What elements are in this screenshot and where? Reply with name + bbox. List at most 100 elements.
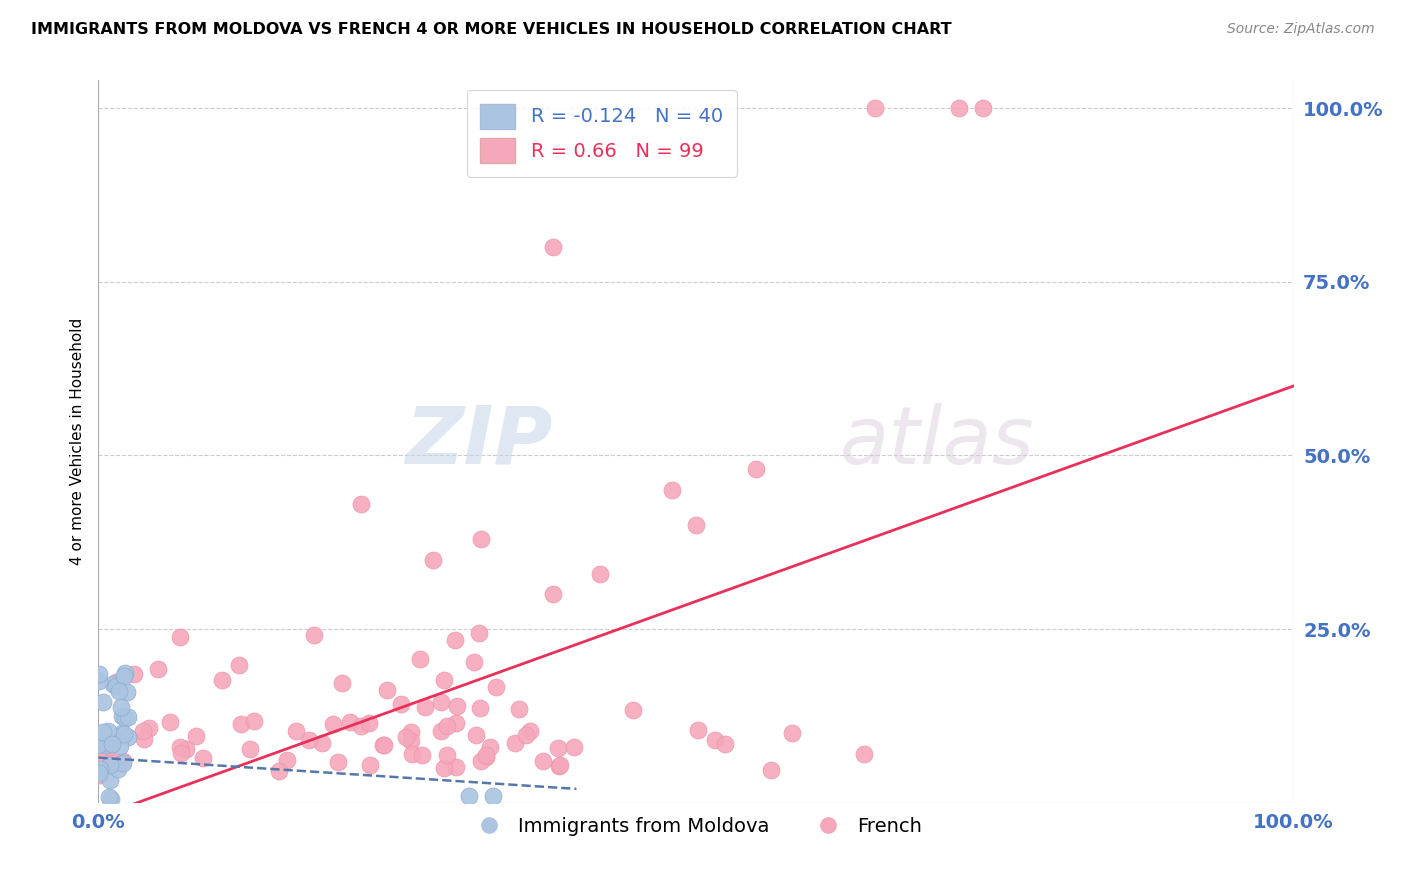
Point [350, 719, 373, 733]
Text: Source: ZipAtlas.com: Source: ZipAtlas.com [1227, 22, 1375, 37]
Point [463, 655, 485, 669]
Point [458, 789, 481, 803]
Point [433, 673, 456, 687]
Point [444, 759, 467, 773]
Point [430, 695, 453, 709]
Point [474, 750, 496, 764]
Point [326, 756, 349, 770]
Point [284, 723, 307, 738]
Point [761, 763, 783, 777]
Point [515, 728, 537, 742]
Point [409, 652, 432, 666]
Point [865, 101, 887, 115]
Point [124, 667, 146, 681]
Point [468, 700, 491, 714]
Point [780, 726, 803, 740]
Point [169, 630, 191, 644]
Point [468, 626, 491, 640]
Point [589, 566, 612, 581]
Point [243, 714, 266, 728]
Point [415, 700, 437, 714]
Point [101, 738, 124, 752]
Point [474, 748, 496, 763]
Text: IMMIGRANTS FROM MOLDOVA VS FRENCH 4 OR MORE VEHICLES IN HOUSEHOLD CORRELATION CH: IMMIGRANTS FROM MOLDOVA VS FRENCH 4 OR M… [31, 22, 952, 37]
Point [375, 683, 398, 698]
Point [112, 668, 135, 682]
Point [519, 723, 541, 738]
Point [548, 758, 571, 772]
Point [541, 587, 564, 601]
Point [686, 723, 709, 738]
Point [399, 734, 422, 748]
Point [541, 240, 564, 254]
Point [112, 727, 135, 741]
Point [239, 742, 262, 756]
Point [389, 697, 412, 711]
Point [87, 738, 110, 752]
Point [89, 762, 111, 776]
Point [562, 740, 585, 755]
Point [132, 724, 155, 739]
Point [547, 740, 569, 755]
Point [100, 756, 122, 770]
Point [394, 730, 416, 744]
Point [685, 517, 707, 532]
Point [169, 739, 191, 754]
Point [100, 757, 122, 772]
Point [108, 683, 131, 698]
Point [93, 725, 115, 739]
Point [359, 758, 381, 772]
Point [401, 747, 423, 761]
Point [159, 714, 181, 729]
Point [548, 757, 571, 772]
Point [322, 717, 344, 731]
Point [478, 740, 501, 755]
Point [411, 748, 433, 763]
Point [101, 677, 124, 691]
Point [470, 755, 492, 769]
Point [111, 709, 134, 723]
Point [96, 738, 118, 752]
Point [470, 532, 492, 546]
Point [91, 747, 114, 761]
Point [276, 753, 298, 767]
Point [430, 723, 453, 738]
Y-axis label: 4 or more Vehicles in Household: 4 or more Vehicles in Household [69, 318, 84, 566]
Point [446, 698, 468, 713]
Point [481, 789, 505, 803]
Point [330, 675, 353, 690]
Point [745, 462, 768, 476]
Point [399, 725, 422, 739]
Point [98, 772, 121, 787]
Point [948, 101, 970, 115]
Point [433, 761, 456, 775]
Point [91, 695, 114, 709]
Point [115, 685, 138, 699]
Point [436, 718, 458, 732]
Point [89, 768, 111, 782]
Point [87, 674, 110, 689]
Point [972, 101, 994, 115]
Point [446, 716, 468, 731]
Point [105, 675, 128, 690]
Point [339, 715, 361, 730]
Point [170, 746, 193, 760]
Point [508, 701, 530, 715]
Point [485, 680, 508, 694]
Point [107, 762, 129, 776]
Point [444, 632, 467, 647]
Point [853, 747, 876, 761]
Point [436, 747, 458, 762]
Point [176, 742, 198, 756]
Text: ZIP: ZIP [405, 402, 553, 481]
Point [269, 764, 291, 778]
Point [505, 736, 527, 750]
Point [114, 666, 136, 681]
Point [110, 700, 132, 714]
Text: atlas: atlas [839, 402, 1035, 481]
Point [297, 732, 319, 747]
Point [211, 673, 233, 687]
Point [112, 756, 135, 770]
Point [98, 740, 121, 755]
Point [371, 739, 394, 753]
